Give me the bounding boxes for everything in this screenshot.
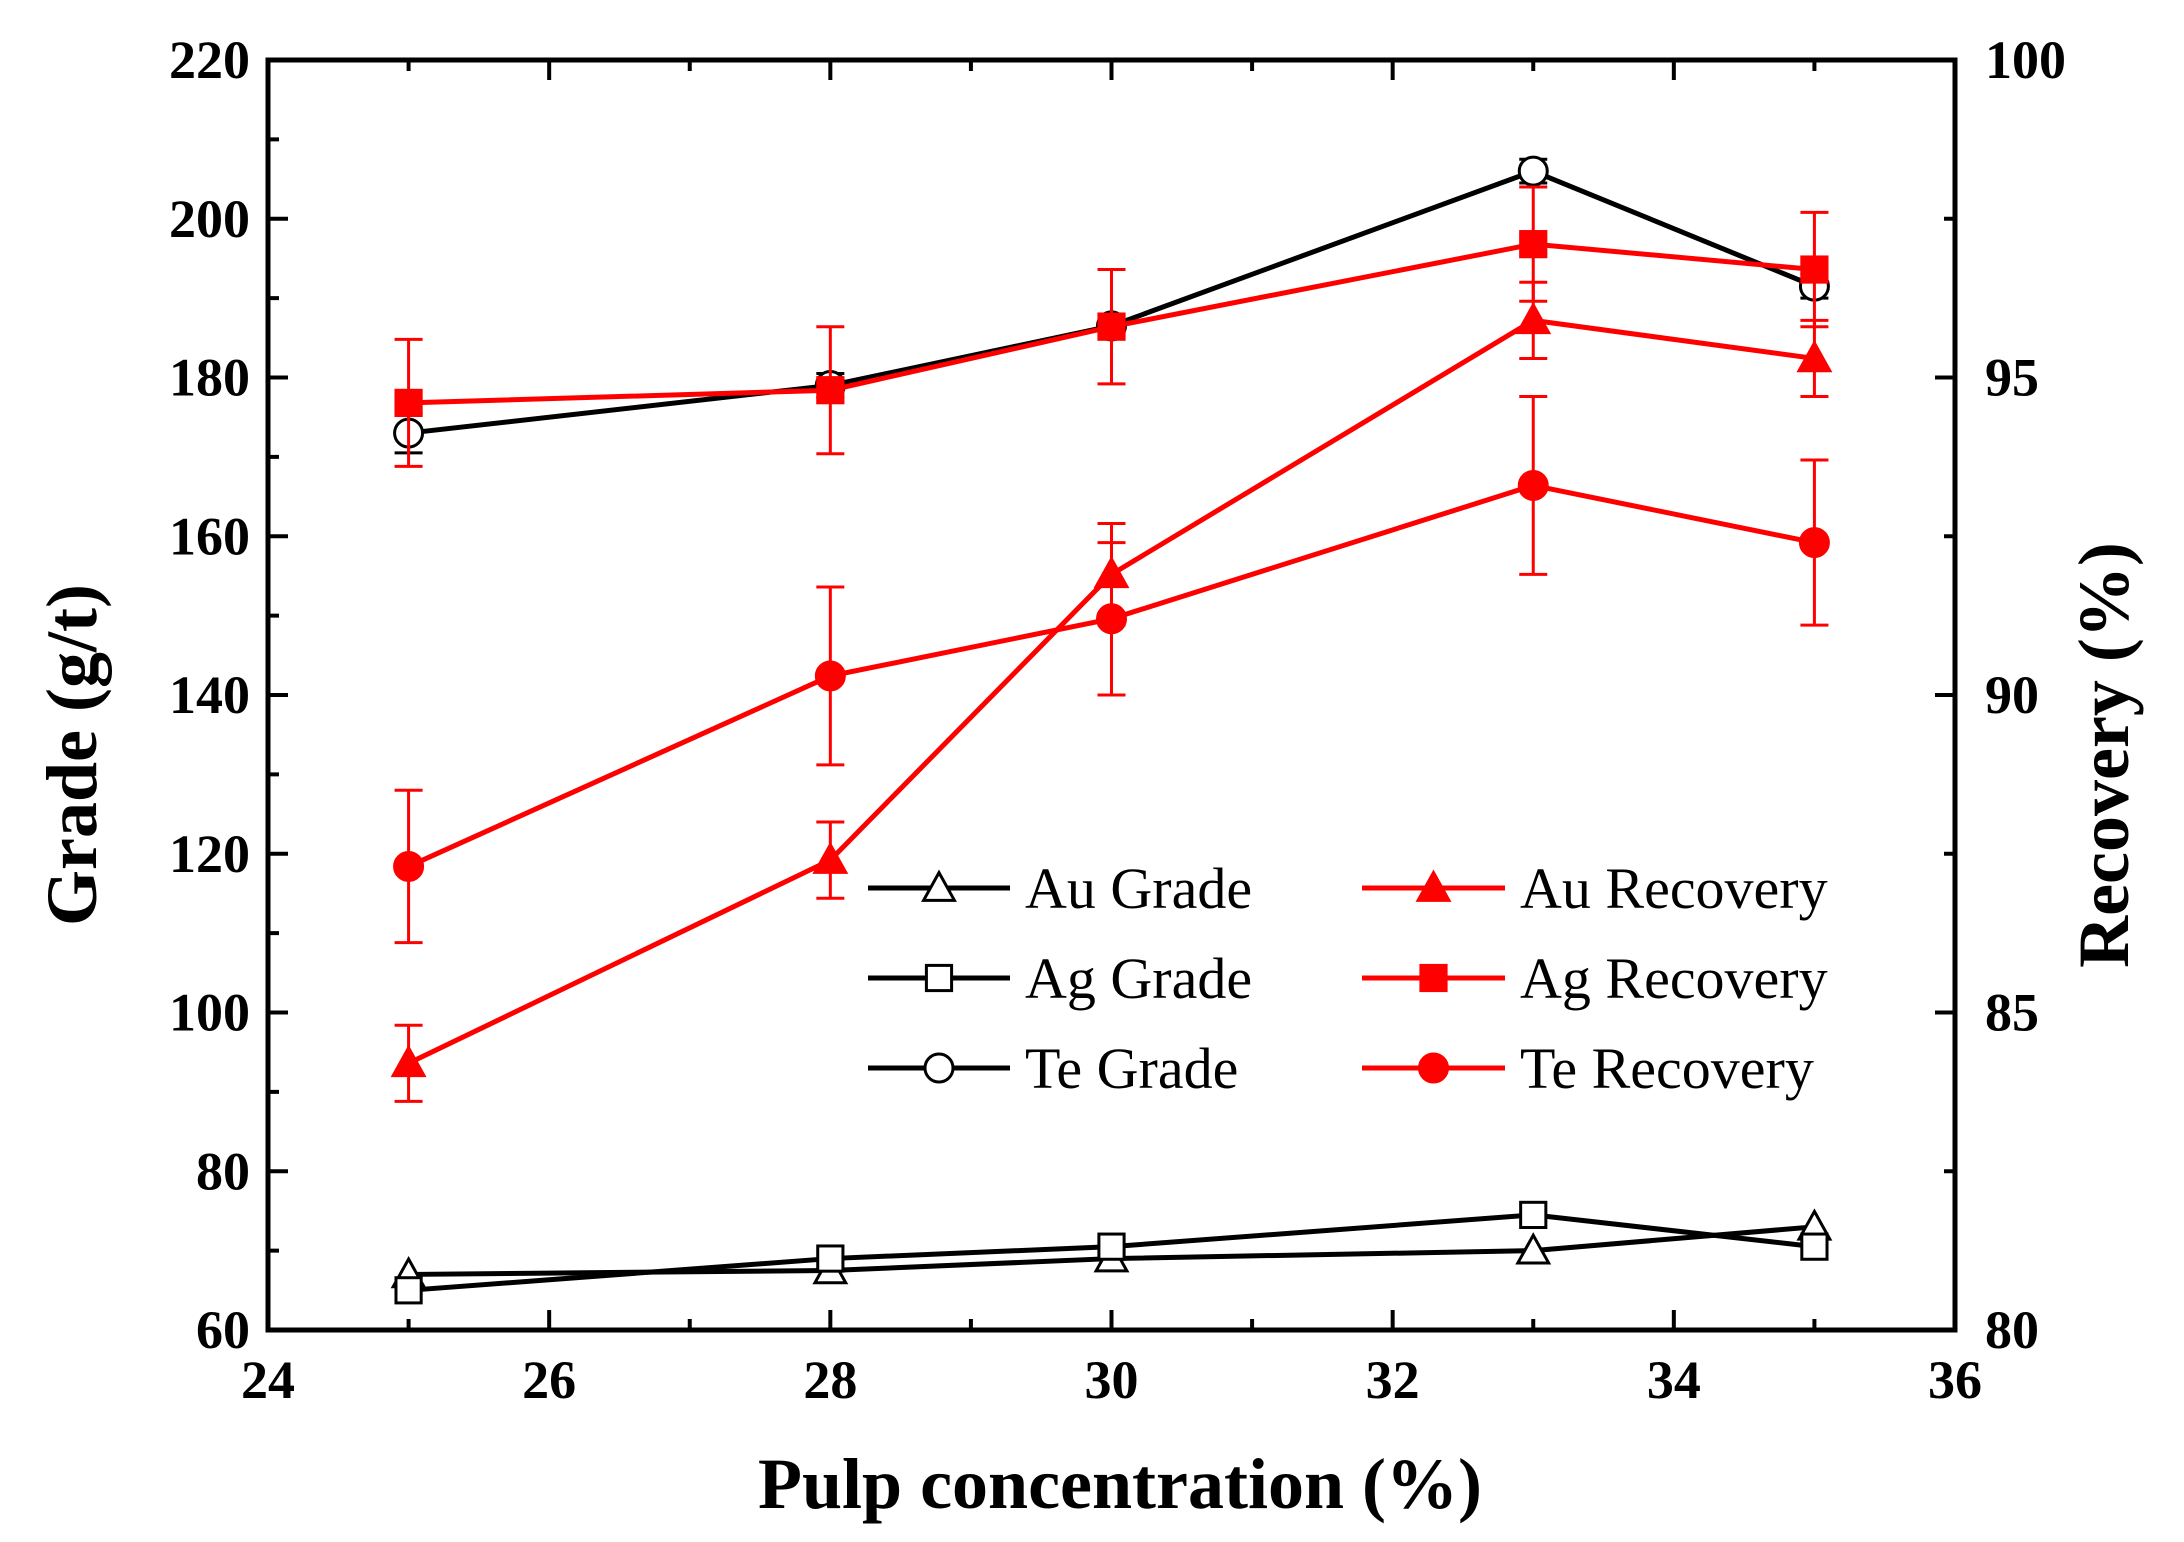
y-right-tick-label: 80	[1985, 1300, 2039, 1360]
legend-item-ag-recovery-swatch-square-marker	[1419, 963, 1448, 993]
y-left-tick-label: 60	[196, 1300, 250, 1360]
legend-item-ag-grade-swatch-square-marker	[924, 963, 954, 993]
series-au-recovery-point-triangle-marker	[390, 1044, 427, 1078]
x-tick-label: 32	[1366, 1350, 1420, 1410]
legend-item-au-recovery-label: Au Recovery	[1520, 856, 1828, 921]
series-te-recovery-point-circle-marker	[1517, 469, 1549, 501]
legend-item-au-recovery-swatch-triangle-marker	[1415, 869, 1452, 902]
x-tick-label: 28	[803, 1350, 857, 1410]
series-ag-grade	[394, 1200, 1829, 1305]
legend-item-ag-recovery-label: Ag Recovery	[1520, 946, 1828, 1011]
legend: Au Grade Ag Grade Te Grade Au Recovery Ag Re…	[868, 856, 1828, 1101]
legend-item-au-grade: Au Grade	[868, 856, 1252, 921]
series-te-recovery	[393, 395, 1830, 945]
legend-item-ag-grade-label: Ag Grade	[1025, 946, 1252, 1011]
series-te-recovery-point-circle-marker	[393, 850, 425, 882]
series-au-recovery-point-triangle-marker	[1515, 301, 1552, 335]
y-left-tick-label: 80	[196, 1141, 250, 1201]
series-ag-recovery-point-square-marker	[816, 376, 845, 405]
series-ag-recovery-point-square-marker	[394, 388, 423, 417]
series-ag-grade-point-square-marker	[1097, 1232, 1126, 1261]
series-ag-recovery	[394, 185, 1829, 468]
plot-series	[390, 155, 1833, 1305]
series-ag-recovery-point-square-marker	[1097, 312, 1126, 341]
series-te-grade-point-circle-marker	[1517, 155, 1549, 187]
series-te-recovery-point-circle-marker	[814, 660, 846, 692]
y-left-tick-label: 220	[169, 30, 250, 90]
y-right-tick-label: 95	[1985, 348, 2039, 408]
y-right-tick-label: 100	[1985, 30, 2066, 90]
series-ag-recovery-point-square-marker	[1519, 230, 1548, 259]
series-ag-recovery-point-square-marker	[1800, 255, 1829, 284]
y-left-tick-label: 160	[169, 506, 250, 566]
series-ag-grade-point-square-marker	[394, 1276, 423, 1305]
legend-item-ag-recovery: Ag Recovery	[1362, 946, 1828, 1011]
legend-item-te-recovery-label: Te Recovery	[1520, 1036, 1814, 1101]
series-te-recovery-point-circle-marker	[1096, 603, 1127, 635]
x-axis-title: Pulp concentration (%)	[758, 1444, 1482, 1524]
x-tick-label: 30	[1085, 1350, 1139, 1410]
x-tick-label: 26	[522, 1350, 576, 1410]
y-right-tick-label: 90	[1985, 665, 2039, 725]
legend-item-te-grade-swatch-circle-marker	[923, 1052, 955, 1084]
legend-item-au-grade-label: Au Grade	[1025, 856, 1252, 921]
legend-item-te-grade: Te Grade	[868, 1036, 1238, 1101]
legend-item-te-recovery: Te Recovery	[1362, 1036, 1814, 1101]
y-left-tick-label: 100	[169, 983, 250, 1043]
x-tick-label: 34	[1647, 1350, 1701, 1410]
y-axis-right-title: Recovery (%)	[2064, 542, 2144, 968]
series-ag-grade-point-square-marker	[1519, 1200, 1548, 1230]
x-tick-label: 36	[1928, 1350, 1982, 1410]
series-ag-grade-point-square-marker	[1800, 1232, 1829, 1261]
legend-item-au-grade-swatch-triangle-marker	[921, 869, 957, 902]
y-right-tick-label: 85	[1985, 983, 2039, 1043]
y-left-tick-label: 200	[169, 189, 250, 249]
y-axis-left-title: Grade (g/t)	[32, 584, 112, 926]
axes: 24 26 28 30 32 34 36 60 80 100 120 140 160 180 200 220 8…	[169, 30, 2066, 1410]
legend-item-au-recovery: Au Recovery	[1362, 856, 1828, 921]
legend-item-te-recovery-swatch-circle-marker	[1418, 1052, 1449, 1084]
y-left-tick-label: 120	[169, 824, 250, 884]
series-au-recovery-point-triangle-marker	[812, 841, 849, 874]
x-tick-label: 24	[241, 1350, 295, 1410]
series-au-recovery-point-triangle-marker	[1796, 339, 1833, 373]
y-left-tick-label: 180	[169, 348, 250, 408]
series-te-recovery-point-circle-marker	[1798, 527, 1830, 559]
y-left-tick-label: 140	[169, 665, 250, 725]
series-au-grade-point-triangle-marker	[1515, 1232, 1552, 1265]
legend-item-te-grade-label: Te Grade	[1025, 1036, 1238, 1101]
legend-item-ag-grade: Ag Grade	[868, 946, 1252, 1011]
series-ag-grade-point-square-marker	[816, 1244, 845, 1273]
